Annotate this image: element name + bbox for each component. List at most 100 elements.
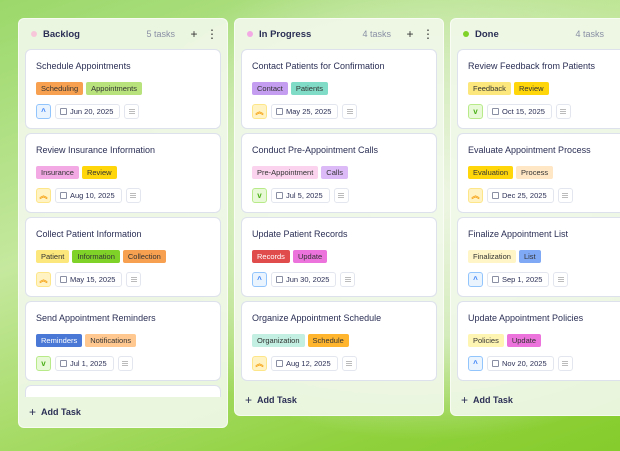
priority-button[interactable]: v xyxy=(252,188,267,203)
tag-list: Reminders Notifications xyxy=(36,334,210,347)
tag: Schedule xyxy=(307,334,349,347)
task-card[interactable]: Collect Patient Information Patient Inform… xyxy=(25,217,221,297)
tag-list: Finalization List xyxy=(468,250,616,263)
chevron-up-icon: ^ xyxy=(257,275,262,284)
priority-button[interactable]: ^ xyxy=(468,272,483,287)
due-date-button[interactable]: Dec 25, 2025 xyxy=(487,188,554,203)
task-card[interactable]: Review Insurance Information Insurance Rev… xyxy=(25,133,221,213)
priority-button[interactable]: ^ xyxy=(36,104,51,119)
task-card[interactable]: Finalize Appointment List Finalization Lis… xyxy=(457,217,620,297)
add-task-button[interactable]: + Add Task xyxy=(235,385,443,415)
tag: Policies xyxy=(468,334,504,347)
task-card[interactable]: Send Appointment Reminders Reminders Notif… xyxy=(25,301,221,381)
tag-list: Organization Schedule xyxy=(252,334,426,347)
description-icon[interactable] xyxy=(341,356,357,371)
add-icon[interactable]: + xyxy=(406,27,414,41)
chevron-up-icon: ^ xyxy=(473,359,478,368)
description-icon[interactable] xyxy=(555,104,571,119)
tag: Process xyxy=(516,166,554,179)
double-chevron-up-icon: ︽ xyxy=(255,107,264,116)
double-chevron-up-icon: ︽ xyxy=(39,275,48,284)
priority-button[interactable]: ^ xyxy=(468,356,483,371)
tag: Contact xyxy=(252,82,288,95)
due-date: Oct 15, 2025 xyxy=(502,107,545,116)
more-options-icon[interactable]: ⋮ xyxy=(422,27,434,41)
task-title: Send Appointment Reminders xyxy=(36,313,156,323)
due-date-button[interactable]: May 25, 2025 xyxy=(271,104,339,119)
column-backlog: Backlog 5 tasks + ⋮ Schedule Appointments Sch… xyxy=(18,18,228,428)
task-card[interactable]: Schedule Appointments Scheduling Appointme… xyxy=(25,49,221,129)
tag: Pre-Appointment xyxy=(252,166,319,179)
card-list: Review Feedback from Patients Feedback Rev… xyxy=(451,49,620,381)
add-icon[interactable]: + xyxy=(190,27,198,41)
column-title: In Progress xyxy=(259,28,312,40)
card-footer: ^ Jun 20, 2025 xyxy=(36,104,210,119)
calendar-icon xyxy=(276,192,283,199)
tag: List xyxy=(518,250,541,263)
task-count: 4 tasks xyxy=(575,29,604,39)
task-title: Review Feedback from Patients xyxy=(468,61,596,71)
column-header: Backlog 5 tasks + ⋮ xyxy=(19,19,227,49)
calendar-icon xyxy=(60,192,67,199)
due-date-button[interactable]: Jul 5, 2025 xyxy=(271,188,330,203)
due-date-button[interactable]: Jun 30, 2025 xyxy=(271,272,337,287)
priority-button[interactable]: ︽ xyxy=(468,188,483,203)
task-card[interactable]: Review Feedback from Patients Feedback Rev… xyxy=(457,49,620,129)
task-card[interactable] xyxy=(25,385,221,397)
task-card[interactable]: Update Appointment Policies Policies Updat… xyxy=(457,301,620,381)
due-date: Aug 12, 2025 xyxy=(286,359,331,368)
description-icon[interactable] xyxy=(125,188,141,203)
priority-button[interactable]: ^ xyxy=(252,272,267,287)
priority-button[interactable]: v xyxy=(36,356,51,371)
task-card[interactable]: Organize Appointment Schedule Organizatio… xyxy=(241,301,437,381)
task-card[interactable]: Contact Patients for Confirmation Contact… xyxy=(241,49,437,129)
due-date-button[interactable]: May 15, 2025 xyxy=(55,272,123,287)
task-title: Update Patient Records xyxy=(252,229,348,239)
add-task-button[interactable]: + Add Task xyxy=(19,397,227,427)
calendar-icon xyxy=(492,192,499,199)
card-footer: v Oct 15, 2025 xyxy=(468,104,616,119)
card-footer: v Jul 1, 2025 xyxy=(36,356,210,371)
due-date-button[interactable]: Jun 20, 2025 xyxy=(55,104,121,119)
tag: Notifications xyxy=(85,334,137,347)
due-date-button[interactable]: Nov 20, 2025 xyxy=(487,356,554,371)
due-date-button[interactable]: Sep 1, 2025 xyxy=(487,272,550,287)
description-icon[interactable] xyxy=(333,188,349,203)
add-task-button[interactable]: + Add Task xyxy=(451,385,620,415)
due-date: Jul 1, 2025 xyxy=(70,359,107,368)
card-footer: ^ Jun 30, 2025 xyxy=(252,272,426,287)
description-icon[interactable] xyxy=(124,104,140,119)
chevron-down-icon: v xyxy=(473,107,478,116)
column-header: Done 4 tasks xyxy=(451,19,620,49)
task-card[interactable]: Conduct Pre-Appointment Calls Pre-Appoint… xyxy=(241,133,437,213)
task-card[interactable]: Update Patient Records Records Update ^ Jun … xyxy=(241,217,437,297)
priority-button[interactable]: ︽ xyxy=(36,188,51,203)
priority-button[interactable]: ︽ xyxy=(252,104,267,119)
due-date: Nov 20, 2025 xyxy=(502,359,547,368)
due-date-button[interactable]: Aug 10, 2025 xyxy=(55,188,122,203)
status-dot xyxy=(463,31,469,37)
priority-button[interactable]: ︽ xyxy=(36,272,51,287)
description-icon[interactable] xyxy=(557,188,573,203)
double-chevron-up-icon: ︽ xyxy=(39,191,48,200)
description-icon[interactable] xyxy=(557,356,573,371)
due-date-button[interactable]: Aug 12, 2025 xyxy=(271,356,338,371)
calendar-icon xyxy=(276,276,283,283)
description-icon[interactable] xyxy=(342,104,358,119)
tag: Insurance xyxy=(36,166,79,179)
description-icon[interactable] xyxy=(553,272,569,287)
due-date-button[interactable]: Jul 1, 2025 xyxy=(55,356,114,371)
description-icon[interactable] xyxy=(117,356,133,371)
description-icon[interactable] xyxy=(340,272,356,287)
task-card[interactable]: Evaluate Appointment Process Evaluation Pr… xyxy=(457,133,620,213)
task-title: Evaluate Appointment Process xyxy=(468,145,591,155)
due-date: May 25, 2025 xyxy=(286,107,332,116)
card-footer: ^ Nov 20, 2025 xyxy=(468,356,616,371)
due-date-button[interactable]: Oct 15, 2025 xyxy=(487,104,552,119)
card-footer: v Jul 5, 2025 xyxy=(252,188,426,203)
priority-button[interactable]: v xyxy=(468,104,483,119)
more-options-icon[interactable]: ⋮ xyxy=(206,27,218,41)
card-footer: ︽ May 15, 2025 xyxy=(36,272,210,287)
description-icon[interactable] xyxy=(126,272,142,287)
priority-button[interactable]: ︽ xyxy=(252,356,267,371)
